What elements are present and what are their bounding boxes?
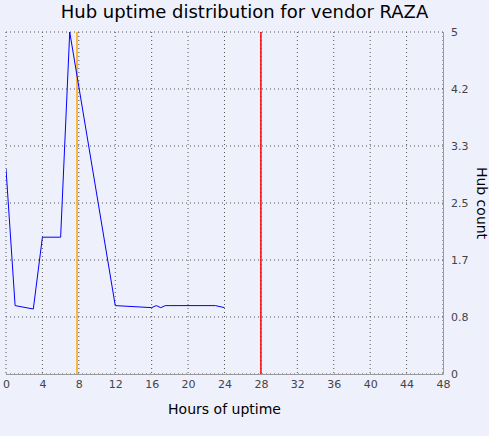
x-tick-label: 24 xyxy=(218,378,232,391)
x-tick-label: 8 xyxy=(76,378,83,391)
chart: 0481216202428323640444800.81.72.53.34.25… xyxy=(0,0,489,436)
x-tick-label: 32 xyxy=(291,378,305,391)
y-tick-label: 0.8 xyxy=(451,311,469,324)
y-grid-line xyxy=(6,317,443,318)
title: Hub uptime distribution for vendor RAZA xyxy=(61,1,429,22)
y-tick: 2.5 xyxy=(443,197,469,210)
x-axis-line xyxy=(7,374,444,375)
x-tick: 0 xyxy=(3,374,10,391)
x-grid-line xyxy=(260,32,261,374)
y-grid-line xyxy=(6,146,443,147)
y-grid-line xyxy=(6,259,443,260)
x-tick: 20 xyxy=(182,374,196,391)
x-tick: 36 xyxy=(327,374,341,391)
x-tick: 48 xyxy=(437,374,451,391)
y-grid-line xyxy=(6,374,443,375)
x-grid-line xyxy=(224,32,225,374)
y-grid-line xyxy=(6,203,443,204)
y-axis: 0 0.8 1.7 2.5 3.3 4.2 5 xyxy=(443,26,469,381)
x-grid-line xyxy=(297,32,298,374)
x-tick-label: 12 xyxy=(109,378,123,391)
y-tick-label: 3.3 xyxy=(451,140,469,153)
x-tick-label: 44 xyxy=(400,378,414,391)
x-grid-line xyxy=(151,32,152,374)
x-axis: 04812162024283236404448 xyxy=(3,374,451,391)
marks xyxy=(6,32,261,374)
y-tick: 0 xyxy=(443,368,458,381)
x-tick: 28 xyxy=(254,374,268,391)
x-tick: 8 xyxy=(76,374,83,391)
plot-area: 0481216202428323640444800.81.72.53.34.25 xyxy=(3,26,469,391)
x-tick: 24 xyxy=(218,374,232,391)
grid xyxy=(6,32,443,374)
y-grid-line xyxy=(6,88,443,89)
plot-background xyxy=(6,32,443,374)
y-tick: 1.7 xyxy=(443,254,469,267)
y-tick: 3.3 xyxy=(443,140,469,153)
y-tick: 5 xyxy=(443,26,458,39)
marker-line xyxy=(260,32,262,374)
y-tick: 0.8 xyxy=(443,311,469,324)
y-tick-label: 1.7 xyxy=(451,254,469,267)
x-tick-label: 16 xyxy=(145,378,159,391)
y-tick-label: 2.5 xyxy=(451,197,469,210)
x-tick-label: 4 xyxy=(39,378,46,391)
y-axis-line xyxy=(443,33,444,375)
x-tick: 12 xyxy=(109,374,123,391)
x-tick: 16 xyxy=(145,374,159,391)
x-tick-label: 0 xyxy=(3,378,10,391)
x-tick: 32 xyxy=(291,374,305,391)
x-tick: 4 xyxy=(39,374,46,391)
y-tick-label: 4.2 xyxy=(451,83,469,96)
marker-line xyxy=(76,32,78,374)
data-line xyxy=(6,32,225,309)
x-axis-title: Hours of uptime xyxy=(168,401,281,417)
x-tick: 40 xyxy=(364,374,378,391)
y-axis-title: Hub count xyxy=(474,167,489,240)
y-tick-label: 5 xyxy=(451,26,458,39)
x-tick-label: 28 xyxy=(254,378,268,391)
x-tick-label: 20 xyxy=(182,378,196,391)
x-tick: 44 xyxy=(400,374,414,391)
y-grid-line xyxy=(6,32,443,33)
y-tick-label: 0 xyxy=(451,368,458,381)
x-tick-label: 36 xyxy=(327,378,341,391)
y-tick: 4.2 xyxy=(443,83,469,96)
x-grid-line xyxy=(188,32,189,374)
x-tick-label: 48 xyxy=(437,378,451,391)
x-tick-label: 40 xyxy=(364,378,378,391)
